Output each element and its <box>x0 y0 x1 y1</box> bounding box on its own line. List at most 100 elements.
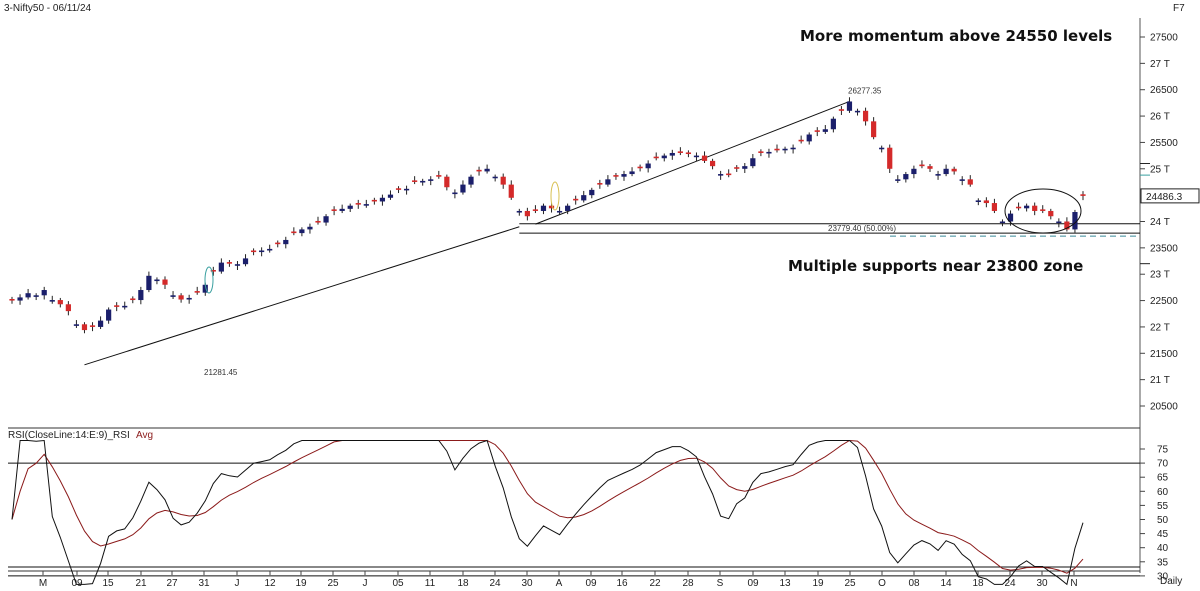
candle-body <box>500 176 506 185</box>
candle-body <box>106 309 112 321</box>
candle-body <box>267 248 273 251</box>
highlight-ellipse-august <box>550 181 560 211</box>
price-tick-label: 23 T <box>1150 270 1170 281</box>
x-tick-label: 27 <box>166 578 178 589</box>
candle-body <box>508 184 514 198</box>
x-tick-label: N <box>1070 578 1077 589</box>
x-tick-label: 18 <box>972 578 984 589</box>
candle-body <box>89 325 96 327</box>
candle-body <box>339 208 345 211</box>
candle-body <box>637 166 643 169</box>
candle-body <box>1080 194 1086 196</box>
candle-body <box>838 109 845 111</box>
price-tick-label: 20500 <box>1150 402 1178 413</box>
candle-body <box>871 121 877 138</box>
candle-body <box>991 203 998 211</box>
candle-body <box>669 152 675 156</box>
candle-body <box>323 216 329 223</box>
candle-body <box>613 175 619 177</box>
x-tick-label: 14 <box>940 578 952 589</box>
annotation-momentum: More momentum above 24550 levels <box>800 27 1112 45</box>
candle-body <box>959 179 965 181</box>
rsi-lines <box>11 439 1084 586</box>
price-tick-label: 23500 <box>1150 243 1178 254</box>
x-tick-label: 24 <box>1004 578 1016 589</box>
upper-trendline <box>535 101 850 225</box>
low-label: 21281.45 <box>204 368 238 377</box>
candle-body <box>403 188 410 191</box>
candle-body <box>122 305 128 308</box>
price-tick-label: 27 T <box>1150 59 1170 70</box>
candle-body <box>565 205 571 211</box>
candle-body <box>315 220 321 223</box>
x-tick-label: 30 <box>521 578 533 589</box>
candle-body <box>589 189 595 196</box>
x-tick-label: 15 <box>102 578 114 589</box>
candle-body <box>742 166 748 169</box>
candle-body <box>645 163 651 169</box>
candle-body <box>597 183 603 185</box>
candle-body <box>331 209 337 211</box>
consolidation-ellipse <box>1004 188 1082 234</box>
rsi-tick-label: 40 <box>1157 543 1169 554</box>
x-tick-label: 08 <box>908 578 920 589</box>
candle-body <box>967 179 973 185</box>
rsi-tick-label: 50 <box>1157 515 1169 526</box>
candle-body <box>138 290 144 301</box>
price-tick-label: 26500 <box>1150 85 1178 96</box>
candle-body <box>476 169 482 172</box>
candle-body <box>420 180 426 183</box>
candle-body <box>556 210 563 213</box>
candle-body <box>621 174 627 177</box>
rsi-tick-label: 45 <box>1157 529 1169 540</box>
candle-body <box>814 130 820 132</box>
candle-body <box>1015 206 1022 209</box>
candle-body <box>758 151 764 153</box>
candle-body <box>307 226 313 230</box>
candle-body <box>387 194 394 198</box>
fib-level-label: 23779.40 (50.00%) <box>828 224 896 233</box>
price-tick-label: 21500 <box>1150 349 1178 360</box>
candle-body <box>581 195 587 201</box>
x-tick-label: 09 <box>71 578 83 589</box>
x-tick-label: 21 <box>135 578 147 589</box>
x-tick-label: 19 <box>812 578 824 589</box>
candle-body <box>395 188 402 190</box>
candle-body <box>573 198 579 201</box>
candle-body <box>532 209 539 211</box>
rsi-axis-ticks: 75 70 65 60 55 50 45 40 35 30 <box>8 445 1169 582</box>
x-tick-label: O <box>878 578 886 589</box>
candle-body <box>1040 209 1046 211</box>
candle-body <box>186 297 192 300</box>
corner-label: F7 <box>1173 3 1185 14</box>
candle-body <box>919 164 925 167</box>
candle-body <box>1032 205 1038 211</box>
candle-body <box>822 129 828 132</box>
candle-body <box>371 199 377 202</box>
candle-body <box>750 158 756 167</box>
candle-body <box>49 300 55 302</box>
rsi-tick-label: 30 <box>1157 571 1169 582</box>
candle-body <box>452 192 458 195</box>
x-tick-label: J <box>363 578 368 589</box>
candle-body <box>975 200 981 202</box>
candle-body <box>57 300 63 305</box>
candle-body <box>935 174 941 176</box>
candle-body <box>379 197 386 202</box>
candle-body <box>363 204 369 206</box>
candle-body <box>701 155 708 161</box>
candle-body <box>154 279 160 282</box>
candle-body <box>146 275 152 291</box>
candle-body <box>9 298 15 301</box>
candle-body <box>726 173 732 176</box>
x-axis-ticks: M 09 15 21 27 31 J 12 19 25 J 05 11 18 24 30 A 09 16 22 28 S 0… <box>39 571 1078 589</box>
candle-body <box>943 168 949 175</box>
candle-body <box>162 279 168 285</box>
highlight-ellipse-june <box>204 266 214 294</box>
rsi-tick-label: 35 <box>1157 557 1169 568</box>
x-tick-label: 16 <box>616 578 628 589</box>
x-tick-label: 30 <box>1036 578 1048 589</box>
candle-body <box>782 148 788 151</box>
x-tick-label: 13 <box>779 578 791 589</box>
candle-body <box>1064 221 1070 230</box>
